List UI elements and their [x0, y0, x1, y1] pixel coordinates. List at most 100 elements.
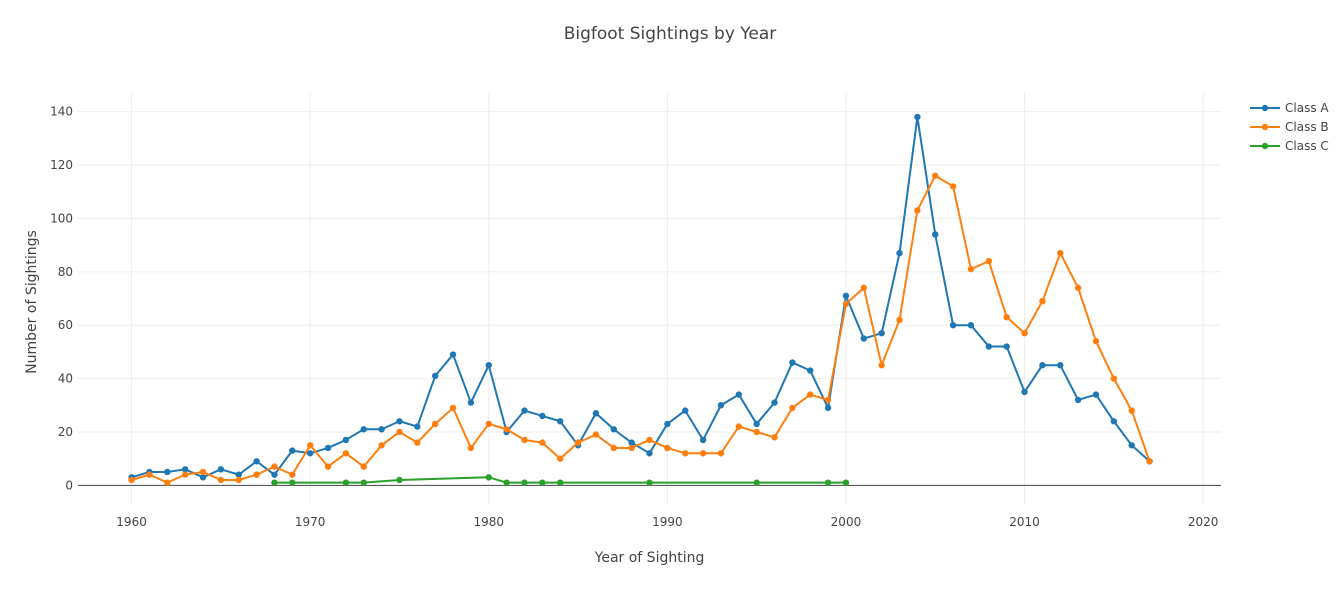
- data-point[interactable]: [592, 431, 600, 438]
- data-point[interactable]: [521, 479, 528, 486]
- data-point[interactable]: [664, 444, 671, 452]
- data-point[interactable]: [449, 351, 457, 358]
- data-point[interactable]: [735, 423, 742, 430]
- data-point[interactable]: [664, 420, 671, 428]
- data-point[interactable]: [539, 412, 546, 420]
- data-point[interactable]: [431, 372, 439, 380]
- data-point[interactable]: [842, 479, 850, 486]
- data-point[interactable]: [414, 423, 421, 430]
- data-point[interactable]: [878, 362, 885, 369]
- data-point[interactable]: [449, 404, 457, 412]
- data-point[interactable]: [557, 418, 564, 425]
- legend-item[interactable]: Class C: [1248, 136, 1329, 155]
- data-point[interactable]: [235, 471, 242, 478]
- data-point[interactable]: [735, 391, 742, 398]
- data-point[interactable]: [1039, 362, 1046, 369]
- data-point[interactable]: [414, 439, 421, 446]
- data-point[interactable]: [253, 458, 260, 465]
- data-point[interactable]: [1110, 375, 1118, 382]
- data-point[interactable]: [539, 439, 546, 446]
- data-point[interactable]: [271, 463, 278, 470]
- data-point[interactable]: [842, 292, 850, 300]
- data-point[interactable]: [896, 316, 903, 324]
- data-point[interactable]: [360, 426, 367, 433]
- data-point[interactable]: [485, 362, 492, 369]
- data-point[interactable]: [324, 444, 332, 452]
- data-point[interactable]: [682, 407, 689, 414]
- data-point[interactable]: [164, 468, 171, 476]
- data-point[interactable]: [824, 396, 832, 404]
- data-point[interactable]: [985, 257, 993, 265]
- data-point[interactable]: [932, 231, 939, 238]
- data-point[interactable]: [342, 479, 350, 486]
- data-point[interactable]: [378, 442, 385, 449]
- data-point[interactable]: [1146, 458, 1153, 465]
- data-point[interactable]: [271, 471, 278, 478]
- data-point[interactable]: [431, 420, 439, 428]
- data-point[interactable]: [235, 476, 242, 484]
- data-point[interactable]: [592, 410, 600, 417]
- data-point[interactable]: [503, 426, 510, 433]
- data-point[interactable]: [824, 479, 832, 486]
- data-point[interactable]: [914, 207, 921, 214]
- data-point[interactable]: [199, 468, 207, 476]
- data-point[interactable]: [485, 420, 492, 428]
- data-point[interactable]: [289, 447, 296, 454]
- data-point[interactable]: [771, 434, 778, 441]
- data-point[interactable]: [807, 367, 814, 374]
- data-point[interactable]: [878, 329, 885, 337]
- data-point[interactable]: [1092, 391, 1100, 398]
- data-point[interactable]: [1128, 442, 1135, 449]
- data-point[interactable]: [557, 479, 564, 486]
- legend-item[interactable]: Class B: [1248, 117, 1329, 136]
- data-point[interactable]: [842, 300, 850, 308]
- data-point[interactable]: [181, 466, 189, 473]
- data-point[interactable]: [610, 444, 617, 452]
- data-point[interactable]: [807, 391, 814, 398]
- data-point[interactable]: [717, 402, 725, 409]
- data-point[interactable]: [521, 436, 528, 444]
- data-point[interactable]: [557, 455, 564, 462]
- data-point[interactable]: [342, 450, 350, 457]
- data-point[interactable]: [360, 479, 367, 486]
- data-point[interactable]: [967, 321, 975, 329]
- data-point[interactable]: [860, 284, 868, 292]
- data-point[interactable]: [1128, 407, 1135, 414]
- data-point[interactable]: [610, 426, 617, 433]
- data-point[interactable]: [396, 428, 403, 436]
- data-point[interactable]: [949, 183, 957, 190]
- data-point[interactable]: [753, 420, 760, 428]
- data-point[interactable]: [521, 407, 528, 414]
- data-point[interactable]: [574, 439, 582, 446]
- data-point[interactable]: [1092, 338, 1100, 345]
- data-point[interactable]: [1003, 313, 1010, 321]
- data-point[interactable]: [539, 479, 546, 486]
- data-point[interactable]: [128, 476, 135, 484]
- data-point[interactable]: [324, 463, 332, 470]
- data-point[interactable]: [360, 463, 367, 470]
- data-point[interactable]: [1057, 249, 1064, 257]
- data-point[interactable]: [217, 466, 225, 473]
- data-point[interactable]: [717, 450, 725, 457]
- data-point[interactable]: [932, 172, 939, 179]
- data-point[interactable]: [682, 450, 689, 457]
- data-point[interactable]: [985, 343, 993, 350]
- data-point[interactable]: [1039, 297, 1046, 305]
- data-point[interactable]: [1074, 284, 1082, 292]
- data-point[interactable]: [967, 265, 975, 273]
- data-point[interactable]: [699, 436, 707, 444]
- data-point[interactable]: [217, 476, 225, 484]
- data-point[interactable]: [628, 444, 635, 452]
- data-point[interactable]: [289, 471, 296, 478]
- data-point[interactable]: [396, 476, 403, 484]
- data-point[interactable]: [1057, 362, 1064, 369]
- data-point[interactable]: [896, 249, 903, 257]
- data-point[interactable]: [789, 404, 796, 412]
- data-point[interactable]: [753, 479, 760, 486]
- data-point[interactable]: [253, 471, 260, 478]
- data-point[interactable]: [949, 321, 957, 329]
- data-point[interactable]: [699, 450, 707, 457]
- data-point[interactable]: [914, 113, 921, 121]
- data-point[interactable]: [1003, 343, 1010, 350]
- data-point[interactable]: [503, 479, 510, 486]
